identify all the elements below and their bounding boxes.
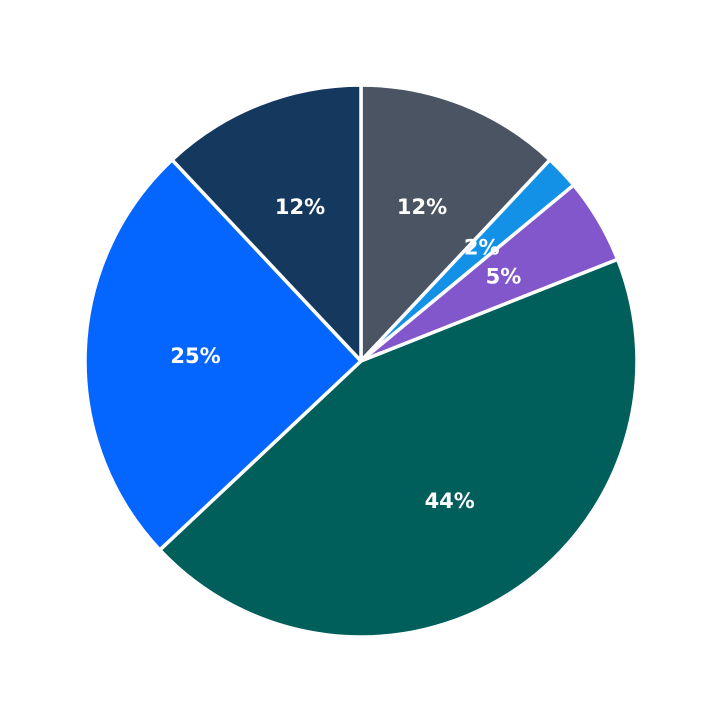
pie-slice-4 <box>83 158 363 552</box>
pie-slice-3 <box>158 257 639 639</box>
slice-label-4: 25% <box>170 344 220 368</box>
pie-slice-0 <box>359 83 552 363</box>
pie-slice-5 <box>170 83 363 363</box>
slice-label-5: 12% <box>275 195 325 219</box>
slice-label-0: 12% <box>397 195 447 219</box>
pie-labels: 12% 2% 5% 44% 25% 12% <box>170 195 521 513</box>
pie-slices <box>83 83 639 639</box>
slice-label-3: 44% <box>425 489 475 513</box>
slice-label-1: 2% <box>464 236 500 260</box>
slice-label-2: 5% <box>486 265 522 289</box>
